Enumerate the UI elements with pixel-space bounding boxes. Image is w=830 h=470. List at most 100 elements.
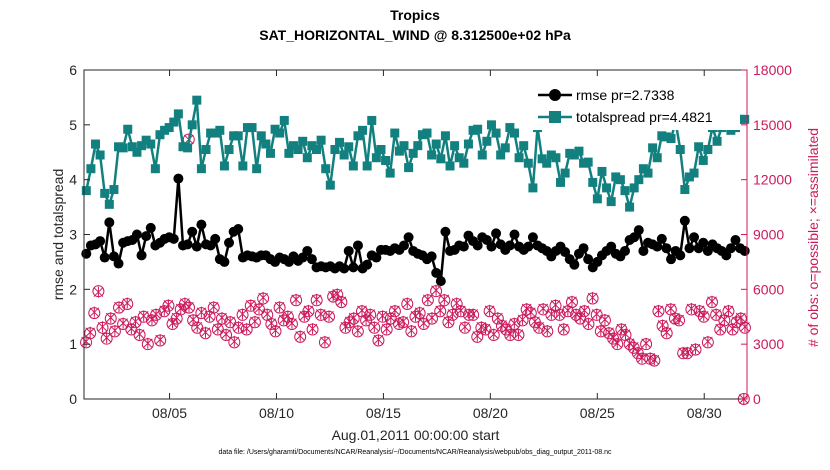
obs-assimilated-point [530,315,540,327]
totalspread-point [634,175,644,185]
rmse-point [523,241,534,252]
totalspread-point [399,141,409,151]
obs-assimilated-point [653,304,664,316]
obs-assimilated-point [159,304,170,316]
totalspread-point [657,131,667,141]
totalspread-point [496,150,506,160]
totalspread-point [500,143,510,153]
obs-assimilated-point [89,306,100,318]
totalspread-point [726,125,736,135]
totalspread-point [261,139,271,149]
totalspread-point [638,164,648,174]
obs-assimilated-point [641,337,651,349]
obs-assimilated-point [398,315,408,327]
totalspread-point [592,194,602,204]
rmse-point [725,243,736,254]
obs-assimilated-point [142,337,153,349]
totalspread-point [270,124,280,134]
totalspread-point [330,145,340,155]
legend-label: totalspread pr=4.4821 [576,109,713,125]
totalspread-point [247,123,257,133]
rmse-point [362,259,373,270]
x-tick-label: 08/30 [687,405,722,421]
obs-assimilated-point [740,321,750,333]
rmse-point [136,250,147,261]
totalspread-point [486,120,496,130]
obs-assimilated-point [414,306,425,318]
rmse-point [348,262,359,273]
y-left-tick-label: 3 [69,227,77,243]
totalspread-point [625,202,635,212]
totalspread-point [537,154,547,164]
obs-assimilated-point [711,308,721,320]
totalspread-point [192,95,202,105]
obs-assimilated-point [513,328,524,340]
rmse-point [108,251,119,262]
totalspread-point [528,183,538,193]
obs-assimilated-point [517,313,528,325]
totalspread-point [86,164,96,174]
totalspread-point [371,153,381,163]
obs-assimilated-point [480,323,491,335]
y-axis-right-label: # of obs: o=possible; ×=assimilated [805,128,821,347]
obs-assimilated-point [472,330,483,342]
totalspread-point [275,128,285,138]
obs-assimilated-point [435,304,446,316]
totalspread-point [523,158,533,168]
obs-assimilated-point [542,324,553,336]
totalspread-point [431,139,441,149]
totalspread-point [348,161,358,171]
rmse-point [435,276,446,287]
rmse-point [182,239,193,250]
totalspread-point [463,139,473,149]
rmse-point [666,254,677,265]
obs-assimilated-point [703,335,713,347]
y-right-tick-label: 6000 [753,281,784,297]
rmse-point [187,226,198,237]
rmse-point [302,245,313,256]
obs-assimilated-point [151,308,161,320]
legend-marker [549,111,561,123]
totalspread-point [265,148,275,158]
totalspread-point [201,145,211,155]
obs-assimilated-point [110,324,120,336]
totalspread-point [546,150,556,160]
x-axis-label: Aug.01,2011 00:00:00 start [332,427,500,443]
obs-assimilated-point [295,330,306,342]
chart-title: Tropics [390,7,440,23]
rmse-point [141,231,152,242]
obs-assimilated-point [245,299,256,311]
obs-assimilated-point [118,317,128,329]
totalspread-point [509,128,519,138]
totalspread-point [196,164,206,174]
y-left-tick-label: 6 [69,62,77,78]
obs-assimilated-point [554,308,565,320]
obs-assimilated-point [558,323,569,335]
rmse-point [486,241,497,252]
totalspread-point [385,168,395,178]
rmse-point [403,232,414,243]
obs-assimilated-point [361,313,371,325]
rmse-point [431,267,442,278]
rmse-point [95,236,106,247]
totalspread-point [279,115,289,125]
x-tick-label: 08/10 [259,405,294,421]
rmse-point [104,217,115,228]
obs-assimilated-point [287,317,297,329]
obs-assimilated-point [200,326,211,338]
obs-assimilated-point [509,317,520,329]
rmse-point [99,252,110,263]
obs-assimilated-point [101,332,112,344]
y-right-tick-label: 18000 [753,62,792,78]
obs-assimilated-point [274,301,285,313]
totalspread-point [302,153,312,163]
obs-assimilated-point [538,303,549,315]
totalspread-point [178,142,188,152]
totalspread-point [579,158,589,168]
totalspread-point [293,145,303,155]
obs-assimilated-point [460,321,470,333]
totalspread-point [95,150,105,160]
rmse-point [684,243,695,254]
totalspread-point [560,168,570,178]
totalspread-point [427,150,437,160]
